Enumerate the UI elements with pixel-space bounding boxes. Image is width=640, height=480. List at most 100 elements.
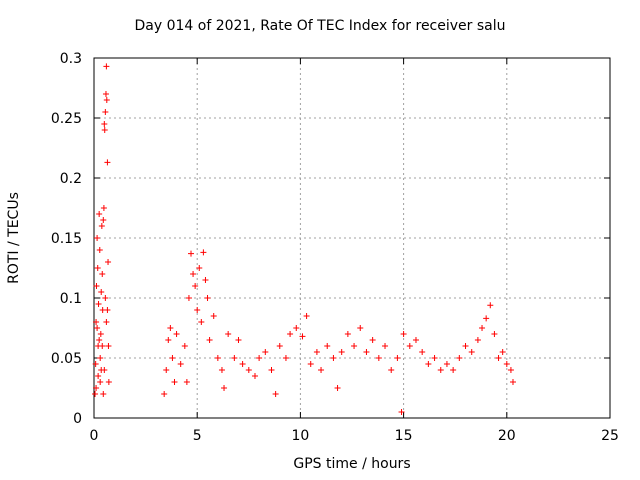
data-point	[487, 302, 494, 309]
data-point	[198, 319, 205, 325]
data-point	[161, 391, 168, 397]
x-tick-label: 20	[498, 428, 516, 444]
data-point	[104, 307, 111, 313]
data-point	[167, 325, 174, 331]
data-point	[103, 97, 110, 103]
y-tick-label: 0.1	[60, 291, 82, 307]
data-point	[287, 331, 294, 337]
data-point	[394, 355, 401, 361]
data-point	[483, 315, 490, 322]
data-point	[398, 409, 405, 415]
data-point	[256, 355, 263, 361]
y-tick-label: 0.25	[51, 111, 82, 127]
data-point	[171, 379, 178, 385]
data-point	[173, 331, 180, 337]
data-point	[210, 313, 217, 319]
data-point	[474, 337, 481, 343]
x-tick-label: 5	[193, 428, 202, 444]
data-point	[437, 367, 444, 373]
data-point	[307, 361, 314, 367]
data-point	[169, 355, 176, 361]
data-point	[499, 349, 506, 355]
data-points	[92, 63, 516, 415]
data-point	[98, 223, 105, 229]
data-point	[101, 127, 108, 133]
data-point	[105, 259, 112, 265]
data-point	[105, 343, 112, 349]
data-point	[509, 379, 516, 385]
data-point	[412, 337, 419, 343]
data-point	[299, 333, 306, 340]
data-point	[334, 385, 341, 391]
data-point	[388, 367, 395, 373]
data-point	[99, 343, 106, 349]
data-point	[103, 63, 110, 70]
data-point	[262, 349, 269, 355]
data-point	[102, 295, 109, 301]
data-point	[93, 385, 100, 391]
data-point	[406, 343, 413, 349]
data-point	[165, 337, 172, 343]
y-tick-label: 0.05	[51, 351, 82, 367]
y-tick-label: 0.15	[51, 231, 82, 247]
data-point	[204, 295, 211, 301]
data-point	[97, 379, 104, 385]
data-point	[98, 289, 105, 295]
x-tick-label: 25	[601, 428, 619, 444]
data-point	[104, 159, 111, 166]
data-point	[272, 391, 279, 397]
data-point	[96, 247, 103, 253]
data-point	[163, 367, 170, 373]
y-tick-label: 0.3	[60, 51, 82, 67]
data-point	[194, 307, 201, 313]
data-point	[450, 367, 457, 373]
data-point	[313, 349, 320, 355]
data-point	[92, 361, 99, 367]
data-point	[218, 367, 225, 373]
data-point	[419, 349, 426, 355]
data-point	[102, 109, 109, 115]
data-point	[94, 325, 101, 331]
data-point	[181, 343, 188, 349]
data-point	[375, 355, 382, 361]
grid-lines	[94, 58, 610, 418]
data-point	[400, 331, 407, 337]
data-point	[293, 325, 300, 331]
data-point	[202, 277, 209, 283]
data-point	[93, 283, 100, 289]
data-point	[100, 217, 107, 223]
y-axis-label: ROTI / TECUs	[6, 192, 22, 284]
data-point	[318, 367, 325, 373]
x-axis: 0 5 10 15 20 25	[90, 58, 619, 444]
data-point	[99, 271, 106, 277]
data-point	[431, 355, 438, 361]
data-point	[100, 205, 107, 211]
x-tick-label: 0	[90, 428, 99, 444]
data-point	[443, 361, 450, 367]
data-point	[251, 373, 258, 379]
data-point	[214, 355, 221, 361]
data-point	[177, 361, 184, 367]
x-axis-label: GPS time / hours	[293, 456, 411, 472]
data-point	[282, 355, 289, 361]
y-axis: 0 0.05 0.1 0.15 0.2 0.25 0.3	[51, 51, 610, 427]
data-point	[98, 367, 105, 373]
data-point	[206, 337, 213, 343]
data-point	[96, 211, 103, 217]
data-point	[94, 235, 101, 241]
y-tick-label: 0	[73, 411, 82, 427]
data-point	[357, 325, 364, 331]
data-point	[324, 343, 331, 349]
data-point	[369, 337, 376, 343]
data-point	[462, 343, 469, 349]
data-point	[183, 379, 190, 385]
data-point	[235, 337, 242, 343]
data-point	[239, 361, 246, 367]
data-point	[190, 271, 197, 277]
data-point	[268, 367, 275, 373]
data-point	[425, 361, 432, 367]
data-point	[200, 249, 207, 256]
data-point	[92, 391, 99, 397]
data-point	[192, 283, 199, 289]
